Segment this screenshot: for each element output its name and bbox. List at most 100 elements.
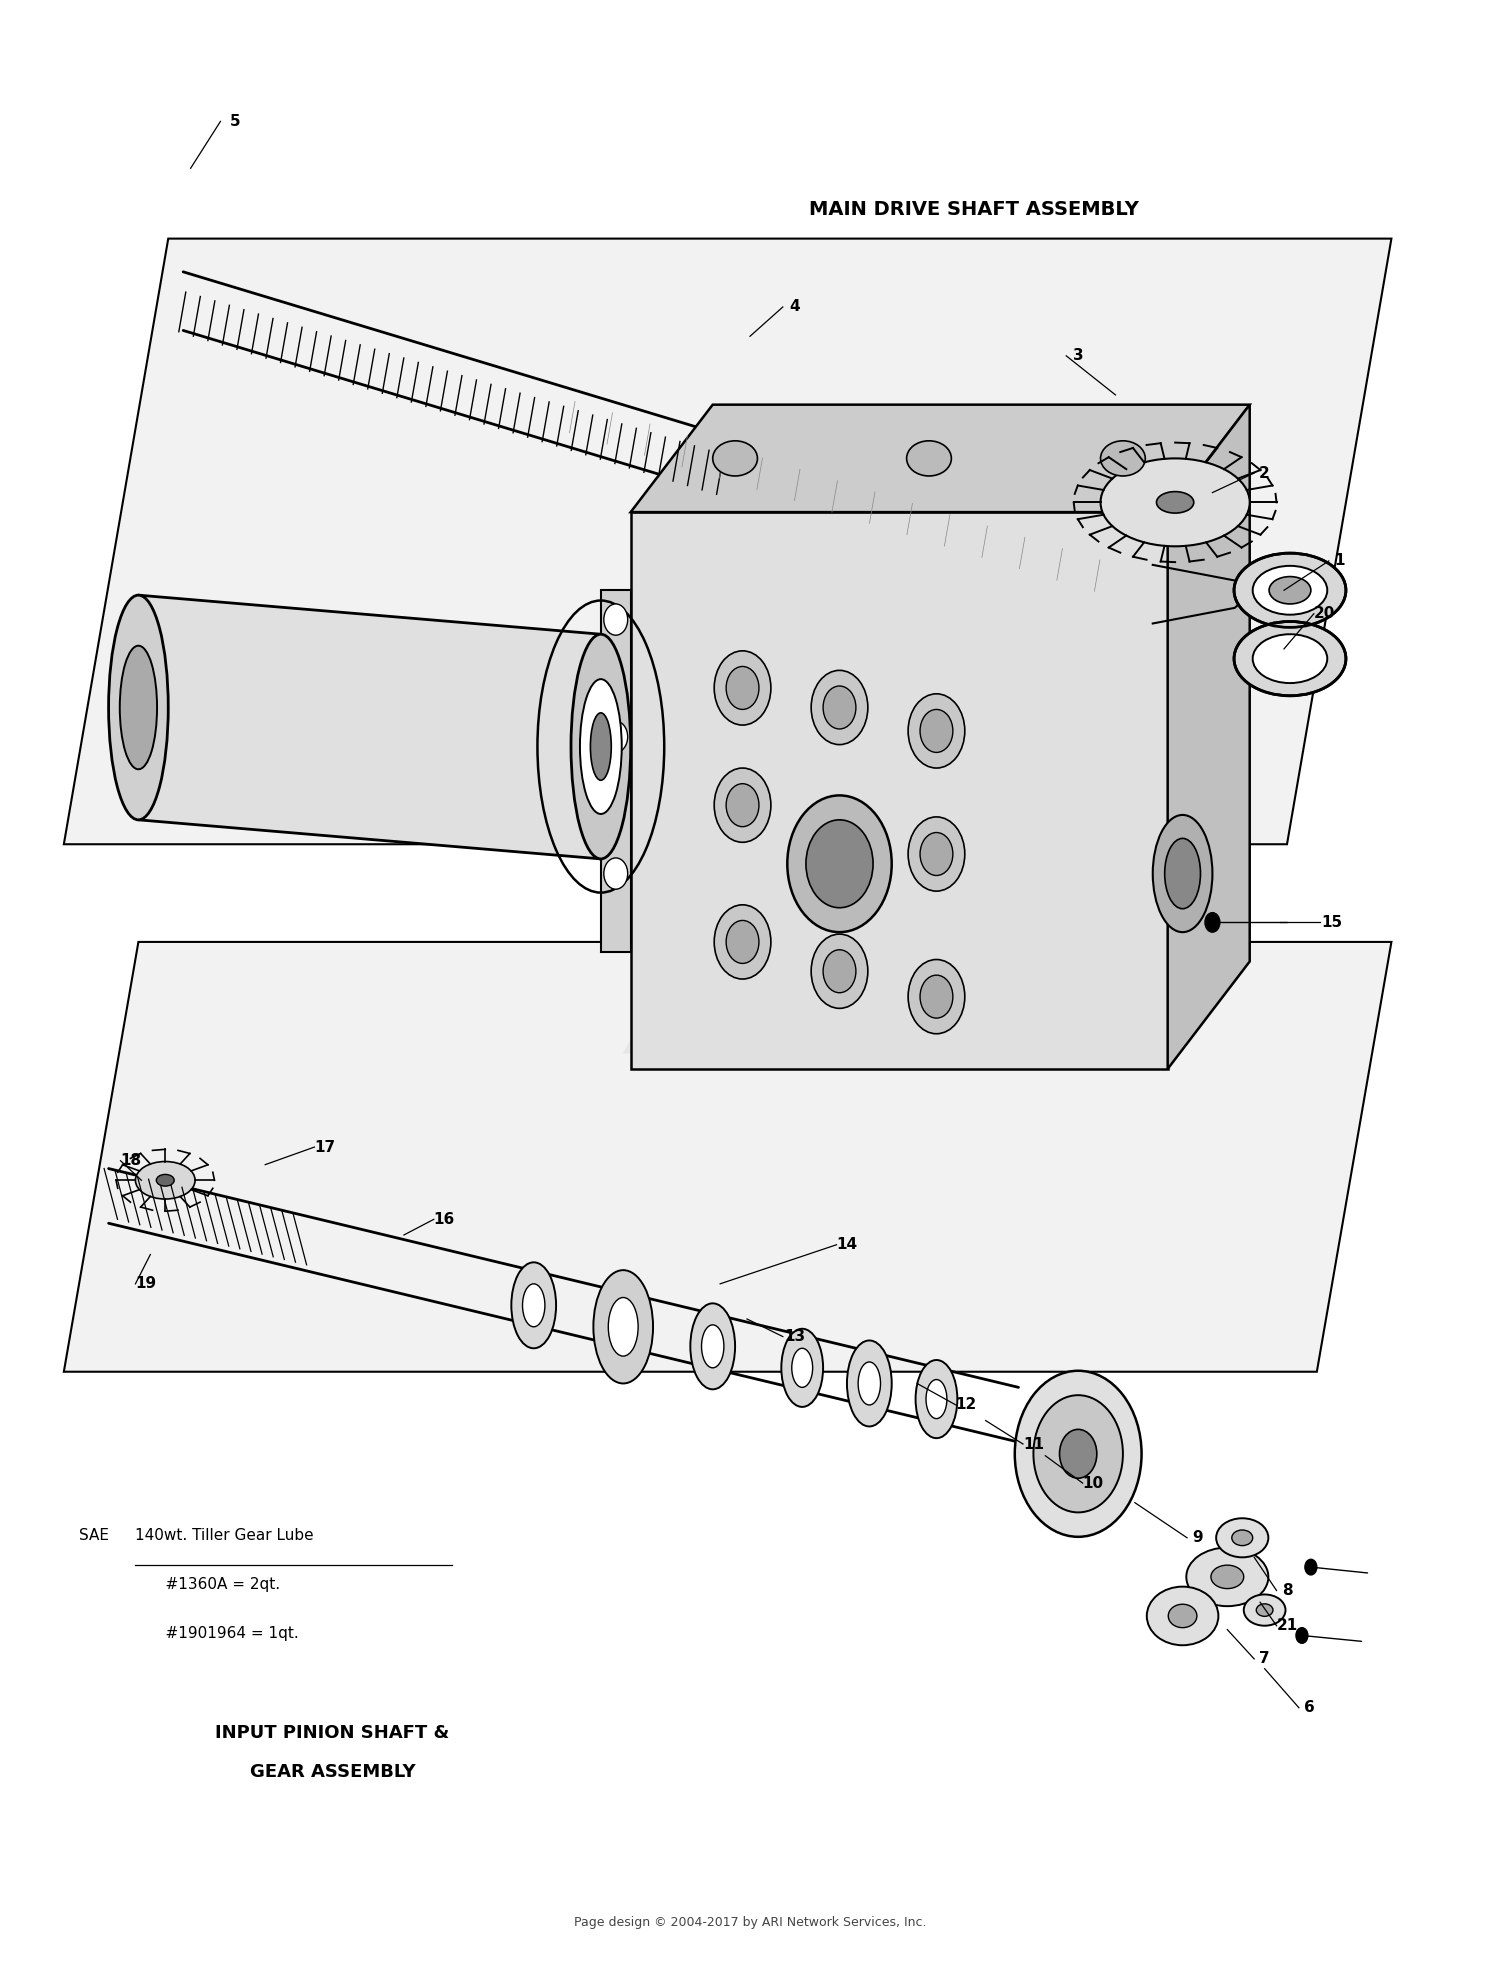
Ellipse shape [1244,1595,1286,1626]
Ellipse shape [1168,1605,1197,1628]
Ellipse shape [726,667,759,710]
Text: 9: 9 [1192,1530,1203,1546]
Text: 4: 4 [789,300,800,314]
Text: 140wt. Tiller Gear Lube: 140wt. Tiller Gear Lube [135,1528,314,1542]
Ellipse shape [812,934,868,1008]
Ellipse shape [714,904,771,979]
Ellipse shape [1016,1371,1142,1536]
Circle shape [1296,1628,1308,1644]
Circle shape [604,857,627,889]
Polygon shape [138,594,602,859]
Ellipse shape [906,441,951,477]
Text: MAIN DRIVE SHAFT ASSEMBLY: MAIN DRIVE SHAFT ASSEMBLY [808,200,1138,220]
Ellipse shape [1234,553,1346,628]
Text: 5: 5 [230,114,240,129]
Ellipse shape [609,1297,638,1356]
Text: 21: 21 [1276,1619,1298,1632]
Circle shape [604,722,627,751]
Ellipse shape [908,695,964,767]
Ellipse shape [572,634,630,859]
Ellipse shape [908,816,964,891]
Ellipse shape [824,950,856,993]
Ellipse shape [1252,565,1328,614]
Text: #1901964 = 1qt.: #1901964 = 1qt. [146,1626,298,1640]
Ellipse shape [920,975,952,1018]
Ellipse shape [135,1162,195,1199]
Ellipse shape [915,1360,957,1438]
Ellipse shape [812,671,868,746]
Polygon shape [630,404,1250,512]
Ellipse shape [156,1175,174,1187]
Ellipse shape [926,1379,946,1419]
Circle shape [604,604,627,636]
Text: 3: 3 [1072,349,1083,363]
Ellipse shape [788,795,891,932]
Ellipse shape [1186,1548,1269,1607]
Text: 19: 19 [135,1277,156,1291]
Ellipse shape [1059,1430,1096,1477]
Text: 6: 6 [1304,1701,1314,1715]
Text: 13: 13 [784,1328,806,1344]
Ellipse shape [594,1269,652,1383]
Ellipse shape [512,1262,556,1348]
Text: INPUT PINION SHAFT &: INPUT PINION SHAFT & [214,1725,450,1742]
Ellipse shape [120,645,158,769]
Ellipse shape [702,1324,724,1368]
Polygon shape [1167,404,1250,1069]
Ellipse shape [1152,814,1212,932]
Ellipse shape [108,594,168,820]
Ellipse shape [1269,577,1311,604]
Ellipse shape [726,920,759,963]
Text: 12: 12 [956,1397,976,1413]
Text: #1360A = 2qt.: #1360A = 2qt. [146,1577,280,1591]
Ellipse shape [908,959,964,1034]
Ellipse shape [1234,622,1346,697]
Ellipse shape [1232,1530,1252,1546]
Ellipse shape [591,712,612,781]
Ellipse shape [782,1328,824,1407]
Circle shape [1204,912,1219,932]
Polygon shape [630,512,1167,1069]
Ellipse shape [1257,1603,1274,1617]
Ellipse shape [920,710,952,751]
Ellipse shape [690,1303,735,1389]
Polygon shape [64,942,1392,1371]
Ellipse shape [580,679,621,814]
Ellipse shape [726,783,759,826]
Text: Page design © 2004-2017 by ARI Network Services, Inc.: Page design © 2004-2017 by ARI Network S… [573,1917,926,1929]
Text: 1: 1 [1334,553,1344,569]
Text: ARI: ARI [630,959,870,1081]
Ellipse shape [792,1348,813,1387]
Circle shape [1305,1560,1317,1575]
Text: 14: 14 [837,1238,858,1252]
Text: 10: 10 [1083,1475,1104,1491]
Ellipse shape [1216,1519,1269,1558]
Ellipse shape [920,832,952,875]
Text: 20: 20 [1314,606,1335,622]
Text: 8: 8 [1281,1583,1293,1597]
Text: 2: 2 [1260,465,1270,481]
Text: SAE: SAE [78,1528,114,1542]
Polygon shape [602,591,630,952]
Ellipse shape [824,687,856,730]
Text: 11: 11 [1023,1436,1044,1452]
Text: 16: 16 [433,1213,454,1226]
Text: 15: 15 [1322,914,1342,930]
Text: GEAR ASSEMBLY: GEAR ASSEMBLY [249,1764,416,1781]
Ellipse shape [847,1340,891,1426]
Ellipse shape [712,441,758,477]
Ellipse shape [806,820,873,908]
Text: 18: 18 [120,1154,141,1167]
Ellipse shape [1156,492,1194,514]
Text: 7: 7 [1260,1652,1270,1666]
Ellipse shape [1101,441,1146,477]
Ellipse shape [1210,1566,1243,1589]
Ellipse shape [1034,1395,1124,1513]
Ellipse shape [1148,1587,1218,1646]
Ellipse shape [1101,459,1250,545]
Polygon shape [64,239,1392,844]
Ellipse shape [714,651,771,726]
Ellipse shape [522,1283,544,1326]
Ellipse shape [858,1362,880,1405]
Text: 17: 17 [315,1140,336,1154]
